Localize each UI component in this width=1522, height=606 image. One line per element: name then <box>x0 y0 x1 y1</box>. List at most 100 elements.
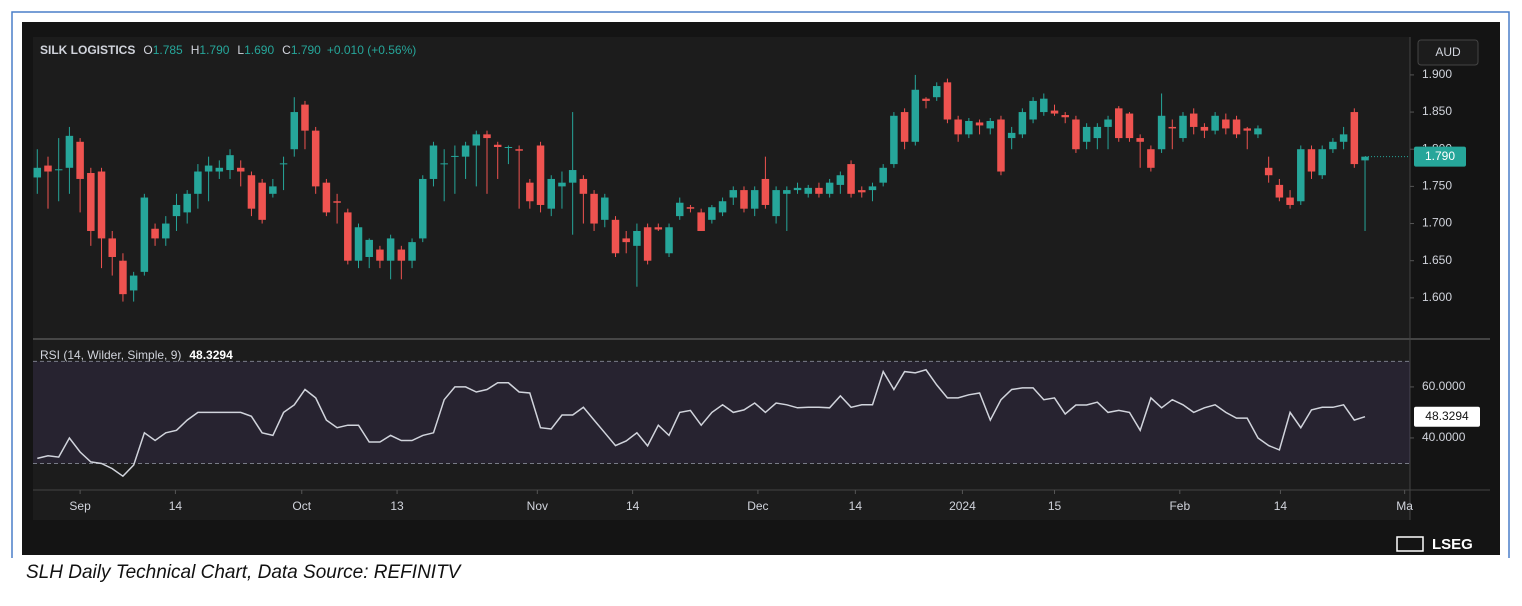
candle-body <box>301 104 309 131</box>
candle-body <box>119 260 127 295</box>
legend-field-value: 1.790 <box>199 43 229 57</box>
candle-body <box>290 112 299 150</box>
rsi-tag-label: 48.3294 <box>1425 409 1469 423</box>
candle-body <box>815 187 823 194</box>
candle-body <box>1222 119 1230 129</box>
candle-body <box>836 175 845 185</box>
candle-body <box>108 238 116 257</box>
candle-body <box>1093 126 1102 139</box>
x-tick-label: 14 <box>169 499 183 513</box>
candle-body <box>772 190 780 217</box>
candle-body <box>1339 134 1348 142</box>
candle-body <box>954 119 962 135</box>
candle-body <box>558 182 566 187</box>
candle-body <box>1115 108 1123 139</box>
logo-icon <box>1396 536 1424 552</box>
candle-body <box>665 227 673 254</box>
candle-body <box>172 204 181 217</box>
candle-body <box>1211 115 1219 131</box>
candle-body <box>1072 119 1080 150</box>
y-tick-label: 1.700 <box>1422 216 1452 230</box>
candle-body <box>1050 110 1059 114</box>
candle-body <box>1040 98 1048 113</box>
candle-body <box>1297 149 1305 202</box>
x-tick-label: 15 <box>1048 499 1062 513</box>
candle-body <box>472 134 481 146</box>
candle-body <box>236 167 245 172</box>
candle-body <box>451 155 459 157</box>
candle-body <box>1361 156 1369 161</box>
candle-body <box>1329 141 1337 150</box>
rsi-legend: RSI (14, Wilder, Simple, 9) 48.3294 <box>40 348 233 362</box>
candle-body <box>419 178 427 239</box>
x-axis-background <box>33 490 1410 520</box>
x-tick-label: 13 <box>390 499 404 513</box>
candle-body <box>858 190 866 193</box>
candle-body <box>311 130 320 187</box>
logo-text: LSEG <box>1432 536 1473 553</box>
legend: SILK LOGISTICS O1.785 H1.790 L1.690 C1.790 +0… <box>40 43 416 57</box>
y-tick-label: 1.650 <box>1422 253 1452 267</box>
candle-body <box>65 135 74 168</box>
candle-body <box>975 122 984 126</box>
candle-body <box>825 182 834 194</box>
candle-body <box>162 223 170 239</box>
candle-body <box>129 275 138 291</box>
candle-body <box>611 219 620 254</box>
candle-body <box>1264 167 1273 176</box>
candle-body <box>536 145 545 205</box>
y-tick-label: 1.850 <box>1422 104 1452 118</box>
candle-body <box>365 239 373 257</box>
candle-body <box>986 120 995 129</box>
legend-field-value: 1.690 <box>244 43 274 57</box>
candle-body <box>483 134 491 139</box>
rsi-line <box>37 368 1366 478</box>
last-price-label: 1.790 <box>1425 149 1455 163</box>
candle-body <box>429 145 438 179</box>
candle-body <box>697 212 705 231</box>
candle-body <box>868 186 877 191</box>
x-tick-label: Nov <box>527 499 548 513</box>
candle-body <box>87 173 95 231</box>
candle-body <box>33 167 42 178</box>
candle-body <box>204 165 213 172</box>
candle-body <box>729 190 738 198</box>
candle-body <box>750 190 759 209</box>
x-tick-label: 14 <box>849 499 863 513</box>
candle-body <box>1168 126 1177 129</box>
candle-body <box>194 171 202 194</box>
candle-body <box>1318 149 1326 176</box>
candle-body <box>1061 115 1069 118</box>
legend-field-label: C <box>282 43 291 57</box>
x-tick-label: Sep <box>69 499 91 513</box>
candle-body <box>761 178 770 205</box>
candle-body <box>1232 119 1241 135</box>
candle-body <box>1200 126 1209 131</box>
candle-body <box>783 190 791 194</box>
candle-body <box>97 171 106 239</box>
x-tick-label: Dec <box>747 499 768 513</box>
candle-body <box>354 227 363 261</box>
y-tick-label: 60.0000 <box>1422 379 1466 393</box>
candle-body <box>1018 112 1027 135</box>
candle-body <box>643 227 652 261</box>
currency-box <box>1417 39 1479 66</box>
candle-body <box>900 112 909 142</box>
candle-body <box>1007 132 1016 139</box>
candle-body <box>333 201 341 203</box>
candle-body <box>1179 115 1187 139</box>
candle-body <box>376 249 384 261</box>
legend-change: +0.010 (+0.56%) <box>327 43 416 57</box>
x-tick-label: 14 <box>626 499 640 513</box>
band-fill <box>33 361 1410 464</box>
candle-body <box>440 163 448 165</box>
x-tick-label: Feb <box>1169 499 1190 513</box>
y-tick-label: 1.750 <box>1422 179 1452 193</box>
candle-body <box>922 98 930 101</box>
y-tick-label: 1.900 <box>1422 67 1452 81</box>
candle-body <box>1189 113 1198 127</box>
x-tick-label: Oct <box>292 499 311 513</box>
candle-body <box>386 238 395 261</box>
candle-body <box>590 193 598 224</box>
last-price-tag <box>1414 146 1466 167</box>
